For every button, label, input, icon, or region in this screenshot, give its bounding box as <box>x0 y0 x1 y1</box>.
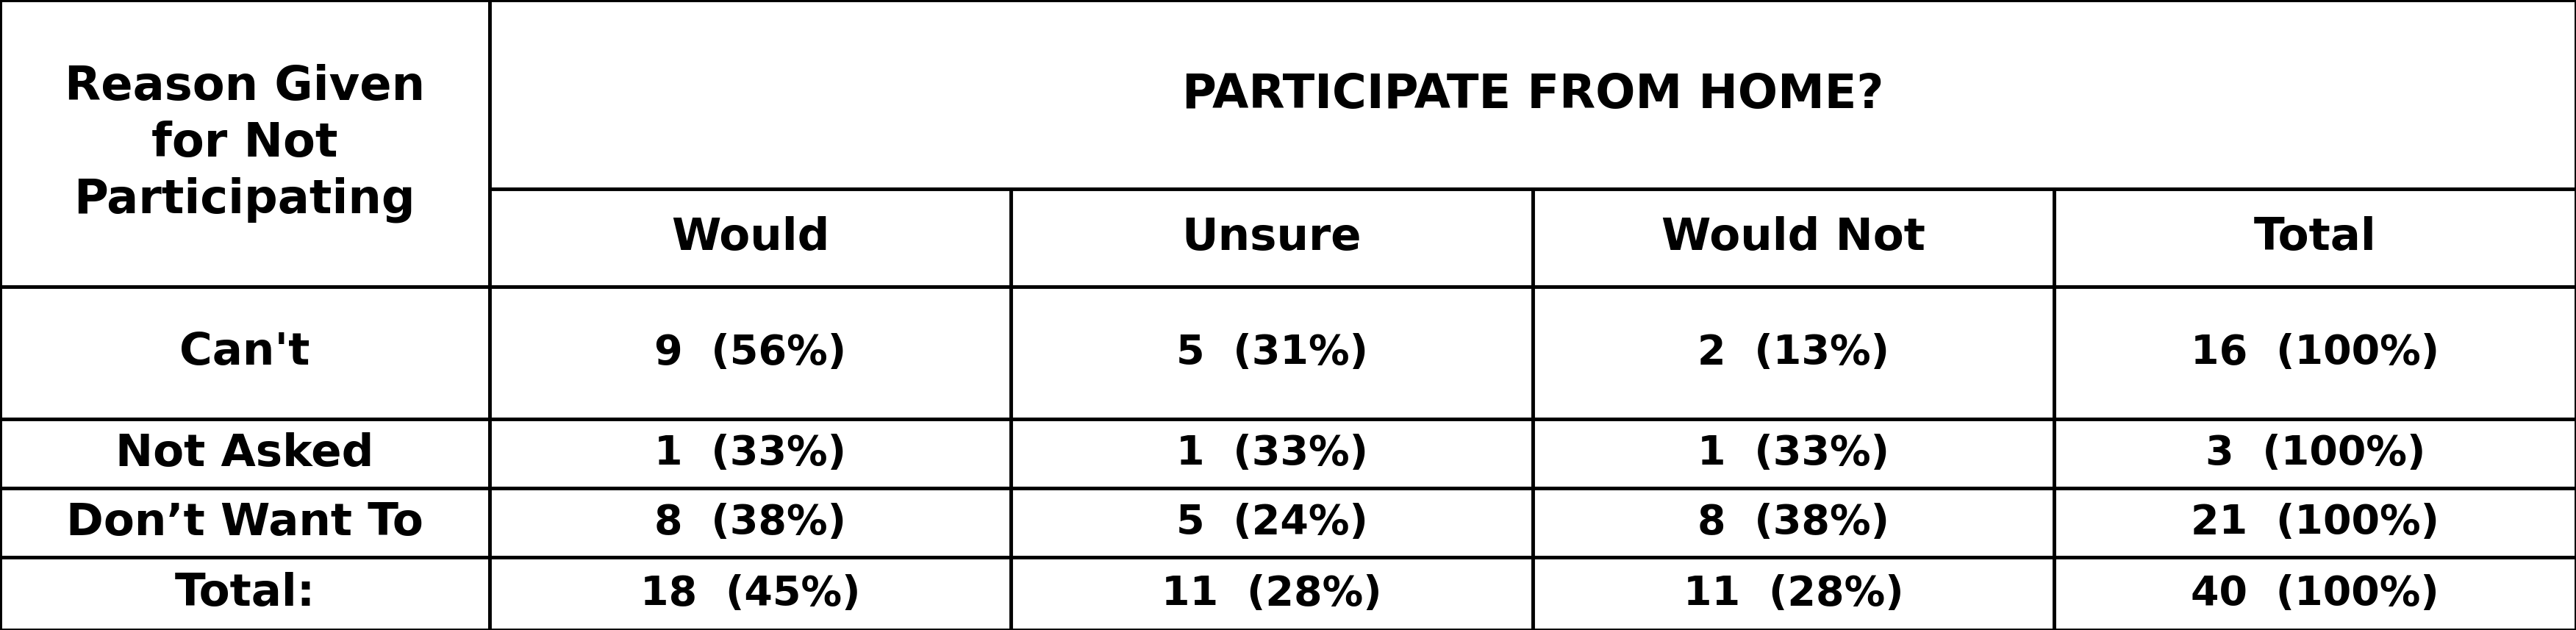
Bar <box>1533 189 2056 287</box>
Text: 16  (100%): 16 (100%) <box>2192 333 2439 373</box>
Text: 21  (100%): 21 (100%) <box>2192 503 2439 543</box>
Text: 11  (28%): 11 (28%) <box>1162 574 1383 614</box>
Text: 5  (24%): 5 (24%) <box>1177 503 1368 543</box>
Bar <box>0 287 489 419</box>
Bar <box>1010 488 1533 558</box>
Text: 1  (33%): 1 (33%) <box>654 433 845 474</box>
Text: 18  (45%): 18 (45%) <box>641 574 860 614</box>
Bar <box>0 488 489 558</box>
Text: 1  (33%): 1 (33%) <box>1177 433 1368 474</box>
Text: 5  (31%): 5 (31%) <box>1177 333 1368 373</box>
Bar <box>1533 558 2056 630</box>
Bar <box>489 189 1010 287</box>
Bar <box>2056 287 2576 419</box>
Bar <box>1010 189 1533 287</box>
Text: Would: Would <box>672 216 829 260</box>
Text: 2  (13%): 2 (13%) <box>1698 333 1888 373</box>
Bar <box>1533 419 2056 488</box>
Text: Don’t Want To: Don’t Want To <box>67 501 422 544</box>
Bar <box>0 0 489 287</box>
Text: 8  (38%): 8 (38%) <box>1698 503 1888 543</box>
Bar <box>0 558 489 630</box>
Bar <box>489 558 1010 630</box>
Text: Not Asked: Not Asked <box>116 432 374 475</box>
Bar <box>0 419 489 488</box>
Text: 9  (56%): 9 (56%) <box>654 333 848 373</box>
Bar <box>2056 189 2576 287</box>
Bar <box>1533 488 2056 558</box>
Text: Total: Total <box>2254 216 2378 260</box>
Bar <box>2056 488 2576 558</box>
Text: Unsure: Unsure <box>1182 216 1363 260</box>
Text: Can't: Can't <box>180 331 309 374</box>
Text: 40  (100%): 40 (100%) <box>2192 574 2439 614</box>
Bar <box>1010 287 1533 419</box>
Bar <box>489 419 1010 488</box>
Text: 3  (100%): 3 (100%) <box>2205 433 2424 474</box>
Bar <box>2056 558 2576 630</box>
Bar <box>1533 287 2056 419</box>
Bar <box>489 287 1010 419</box>
Text: 11  (28%): 11 (28%) <box>1682 574 1904 614</box>
Text: PARTICIPATE FROM HOME?: PARTICIPATE FROM HOME? <box>1182 72 1883 117</box>
Bar <box>1010 558 1533 630</box>
Bar <box>1010 419 1533 488</box>
Bar <box>489 488 1010 558</box>
Bar <box>489 0 2576 189</box>
Text: Total:: Total: <box>175 572 314 616</box>
Bar <box>2056 419 2576 488</box>
Text: Would Not: Would Not <box>1662 216 1924 260</box>
Text: Reason Given
for Not
Participating: Reason Given for Not Participating <box>64 64 425 222</box>
Text: 8  (38%): 8 (38%) <box>654 503 845 543</box>
Text: 1  (33%): 1 (33%) <box>1698 433 1888 474</box>
